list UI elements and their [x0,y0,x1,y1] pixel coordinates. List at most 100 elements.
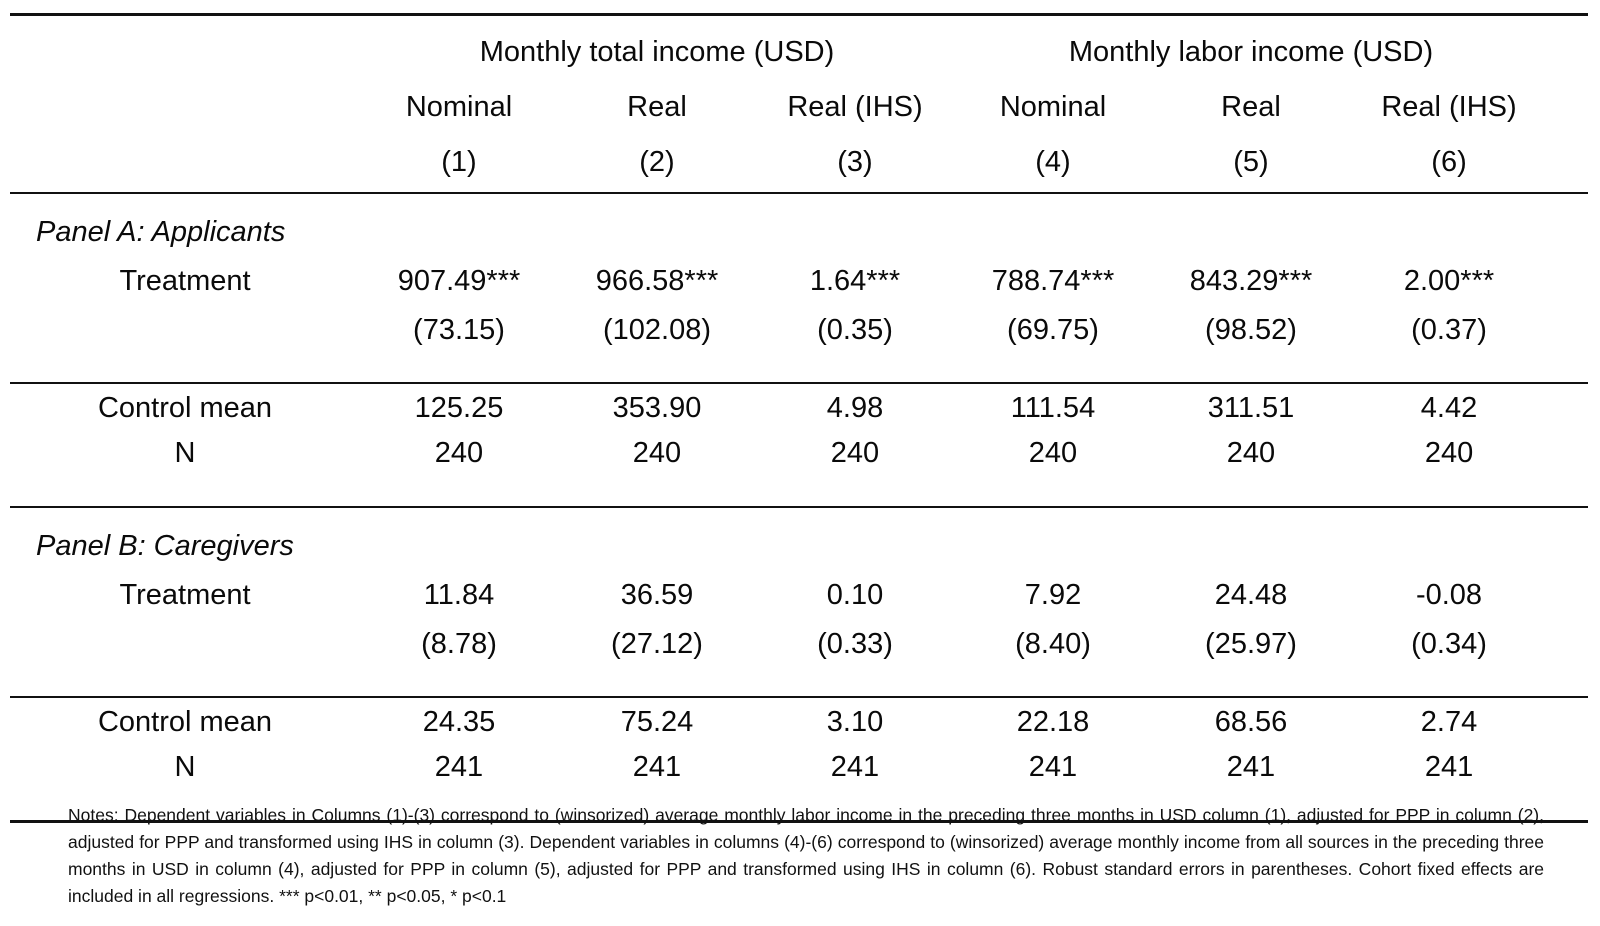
coef-cell: 11.84 [423,578,495,611]
n-cell: 241 [1424,750,1474,783]
n-cell: 240 [434,436,484,469]
table-notes: Notes: Dependent variables in Columns (1… [68,805,1544,906]
n-cell: 241 [1028,750,1078,783]
row-label-n: N [174,436,196,469]
panel-b-se-row: (8.78) (27.12) (0.33) (8.40) (25.97) (0.… [10,620,1588,697]
spacer-cell [1548,620,1588,697]
column-header: Real (IHS) [787,90,923,123]
se-cell: (0.33) [817,627,893,660]
se-cell: (0.35) [817,313,893,346]
n-cell: 240 [830,436,880,469]
spacer-cell [1548,383,1588,430]
spacer-cell [1548,256,1588,306]
panel-b-treatment-row: Treatment 11.84 36.59 0.10 7.92 24.48 -0… [10,570,1588,620]
se-cell: (102.08) [602,313,711,346]
se-cell: (0.37) [1411,313,1487,346]
column-header: Real [627,90,687,123]
panel-a-treatment-row: Treatment 907.49*** 966.58*** 1.64*** 78… [10,256,1588,306]
panel-b-title: Panel B: Caregivers [36,529,294,562]
regression-results-table: Monthly total income (USD) Monthly labor… [10,13,1589,823]
se-cell: (98.52) [1205,313,1297,346]
column-header: Real (IHS) [1381,90,1517,123]
control-mean-cell: 2.74 [1420,705,1478,738]
empty-cell [10,620,360,697]
control-mean-cell: 68.56 [1214,705,1288,738]
column-number: (2) [639,145,675,178]
empty-cell [10,306,360,383]
column-number: (4) [1035,145,1071,178]
control-mean-cell: 111.54 [1010,391,1096,424]
n-cell: 241 [830,750,880,783]
spacer-cell [1548,697,1588,744]
column-number-row: (1) (2) (3) (4) (5) (6) [10,132,1588,193]
se-cell: (27.12) [611,627,703,660]
row-label-n: N [174,750,196,783]
n-cell: 241 [434,750,484,783]
coef-cell: -0.08 [1415,578,1483,611]
coef-cell: 24.48 [1214,578,1288,611]
column-number: (5) [1233,145,1269,178]
panel-b-n-row: N 241 241 241 241 241 241 [10,744,1588,822]
coef-cell: 1.64*** [809,264,901,297]
n-cell: 240 [1226,436,1276,469]
spacer-cell [1548,82,1588,132]
control-mean-cell: 4.98 [826,391,884,424]
panel-a-control-mean-row: Control mean 125.25 353.90 4.98 111.54 3… [10,383,1589,430]
n-cell: 241 [632,750,682,783]
se-cell: (8.78) [421,627,497,660]
coef-cell: 36.59 [620,578,694,611]
spacer-cell [1548,306,1588,383]
n-cell: 241 [1226,750,1276,783]
row-label-control-mean: Control mean [97,705,273,738]
coef-cell: 843.29*** [1189,264,1313,297]
column-header: Real [1221,90,1281,123]
coef-cell: 2.00*** [1403,264,1495,297]
panel-a-se-row: (73.15) (102.08) (0.35) (69.75) (98.52) … [10,306,1588,383]
empty-cell [10,15,360,83]
se-cell: (0.34) [1411,627,1487,660]
control-mean-cell: 22.18 [1016,705,1090,738]
column-number: (3) [837,145,873,178]
se-cell: (73.15) [413,313,505,346]
row-label-control-mean: Control mean [97,391,273,424]
control-mean-cell: 24.35 [422,705,496,738]
spacer-cell [1548,744,1588,822]
control-mean-cell: 3.10 [826,705,884,738]
coef-cell: 7.92 [1024,578,1082,611]
n-cell: 240 [1424,436,1474,469]
column-header: Nominal [405,90,513,123]
group-header-total-income: Monthly total income (USD) [479,35,835,68]
control-mean-cell: 125.25 [414,391,504,424]
panel-a-n-row: N 240 240 240 240 240 240 [10,430,1588,507]
spacer-cell [1548,132,1588,193]
row-label-treatment: Treatment [119,264,251,297]
panel-b-title-row: Panel B: Caregivers [10,507,1589,570]
coef-cell: 0.10 [826,578,884,611]
coef-cell: 966.58*** [595,264,719,297]
control-mean-cell: 75.24 [620,705,694,738]
n-cell: 240 [1028,436,1078,469]
column-header: Nominal [999,90,1107,123]
row-label-treatment: Treatment [119,578,251,611]
column-number: (6) [1431,145,1467,178]
control-mean-cell: 4.42 [1420,391,1478,424]
column-header-row: Nominal Real Real (IHS) Nominal Real Rea… [10,82,1588,132]
spacer-cell [1548,570,1588,620]
empty-cell [10,82,360,132]
control-mean-cell: 353.90 [612,391,702,424]
panel-b-control-mean-row: Control mean 24.35 75.24 3.10 22.18 68.5… [10,697,1589,744]
group-header-labor-income: Monthly labor income (USD) [1068,35,1434,68]
control-mean-cell: 311.51 [1207,391,1295,424]
coef-cell: 907.49*** [397,264,521,297]
spacer-cell [1548,430,1588,507]
coef-cell: 788.74*** [991,264,1115,297]
empty-cell [10,132,360,193]
panel-a-title: Panel A: Applicants [36,215,286,248]
group-header-row: Monthly total income (USD) Monthly labor… [10,15,1588,83]
panel-a-title-row: Panel A: Applicants [10,193,1589,256]
column-number: (1) [441,145,477,178]
se-cell: (25.97) [1205,627,1297,660]
n-cell: 240 [632,436,682,469]
se-cell: (69.75) [1007,313,1099,346]
